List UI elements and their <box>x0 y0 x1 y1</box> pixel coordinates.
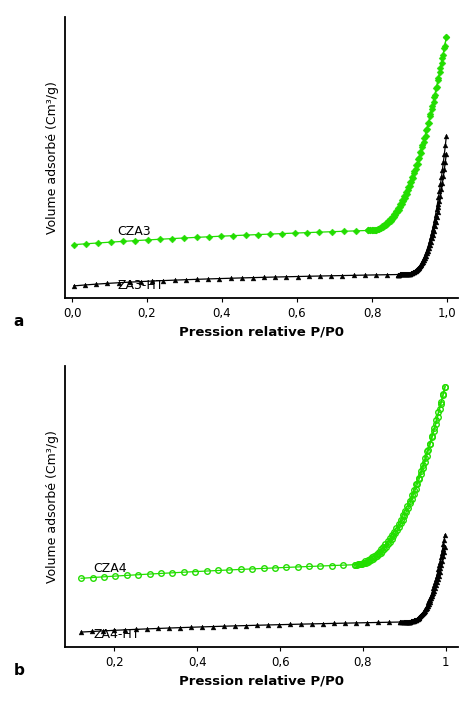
Text: ZA3-HT: ZA3-HT <box>117 279 163 292</box>
X-axis label: Pression relative P/P0: Pression relative P/P0 <box>179 325 344 338</box>
Text: a: a <box>13 313 24 329</box>
Y-axis label: Volume adsorbé (Cm³/g): Volume adsorbé (Cm³/g) <box>46 81 59 234</box>
Y-axis label: Volume adsorbé (Cm³/g): Volume adsorbé (Cm³/g) <box>46 430 59 583</box>
Text: CZA4: CZA4 <box>94 562 127 574</box>
Text: b: b <box>13 663 24 678</box>
Text: ZA4-HT: ZA4-HT <box>94 629 140 641</box>
Text: CZA3: CZA3 <box>117 225 151 237</box>
X-axis label: Pression relative P/P0: Pression relative P/P0 <box>179 674 344 687</box>
